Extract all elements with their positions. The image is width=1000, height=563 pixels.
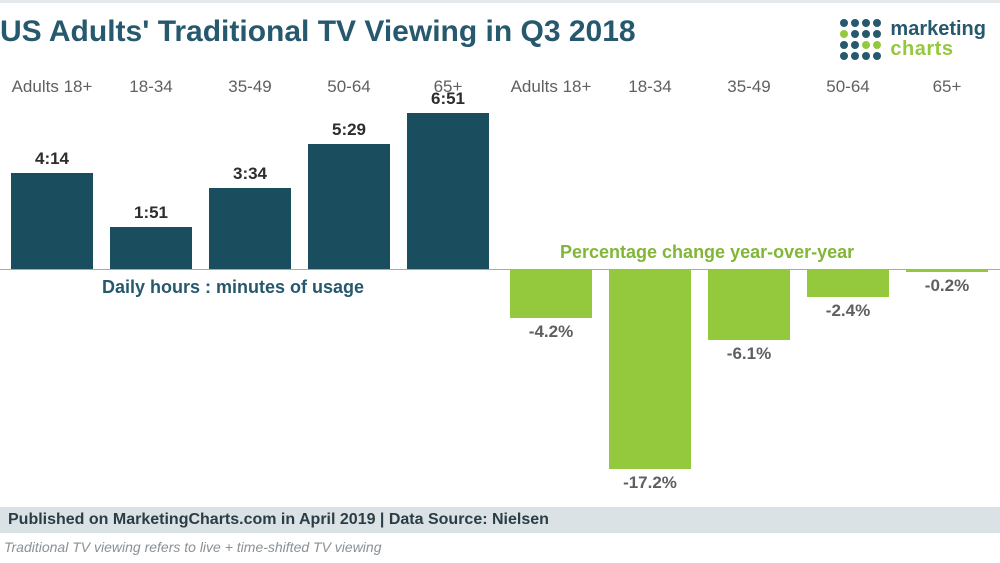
brand-logo: marketing charts	[840, 19, 986, 60]
brand-logo-text: marketing charts	[890, 19, 986, 60]
change-bar-label: -2.4%	[826, 301, 870, 321]
publication-line: Published on MarketingCharts.com in Apri…	[0, 507, 1000, 533]
change-bar	[609, 269, 691, 469]
footnote: Traditional TV viewing refers to live + …	[0, 533, 1000, 563]
left-panel-label: Daily hours : minutes of usage	[102, 277, 364, 298]
category-label: 65+	[933, 77, 962, 97]
usage-bar	[110, 227, 192, 269]
category-label: 35-49	[727, 77, 770, 97]
footer: Published on MarketingCharts.com in Apri…	[0, 507, 1000, 563]
category-label: Adults 18+	[12, 77, 93, 97]
usage-bar-label: 6:51	[431, 89, 465, 109]
change-bar	[807, 269, 889, 297]
brand-word-1: marketing	[890, 19, 986, 39]
chart-frame: US Adults' Traditional TV Viewing in Q3 …	[0, 0, 1000, 563]
change-bar-label: -17.2%	[623, 473, 677, 493]
change-bar	[708, 269, 790, 340]
change-bar	[510, 269, 592, 318]
chart-title: US Adults' Traditional TV Viewing in Q3 …	[0, 15, 636, 49]
category-label: 50-64	[327, 77, 370, 97]
change-bar-label: -6.1%	[727, 344, 771, 364]
usage-bar-label: 1:51	[134, 203, 168, 223]
category-label: Adults 18+	[511, 77, 592, 97]
usage-bar-label: 4:14	[35, 149, 69, 169]
change-bar-label: -0.2%	[925, 276, 969, 296]
usage-bar-label: 3:34	[233, 164, 267, 184]
category-label: 50-64	[826, 77, 869, 97]
brand-word-2: charts	[890, 39, 986, 59]
category-label: 18-34	[628, 77, 671, 97]
usage-bar	[407, 113, 489, 269]
brand-logo-icon	[840, 19, 880, 59]
category-axis: Adults 18+ 18-34 35-49 50-64 65+ Adults 18+ 18…	[0, 77, 1000, 99]
change-bar	[906, 269, 988, 272]
right-panel-label: Percentage change year-over-year	[560, 242, 854, 263]
category-label: 18-34	[129, 77, 172, 97]
usage-bar	[209, 188, 291, 269]
change-bar-label: -4.2%	[529, 322, 573, 342]
usage-bar	[308, 144, 390, 269]
usage-bar	[11, 173, 93, 269]
category-label: 35-49	[228, 77, 271, 97]
usage-bar-label: 5:29	[332, 120, 366, 140]
plot-area: Adults 18+ 18-34 35-49 50-64 65+ Adults 18+ 18…	[0, 77, 1000, 495]
